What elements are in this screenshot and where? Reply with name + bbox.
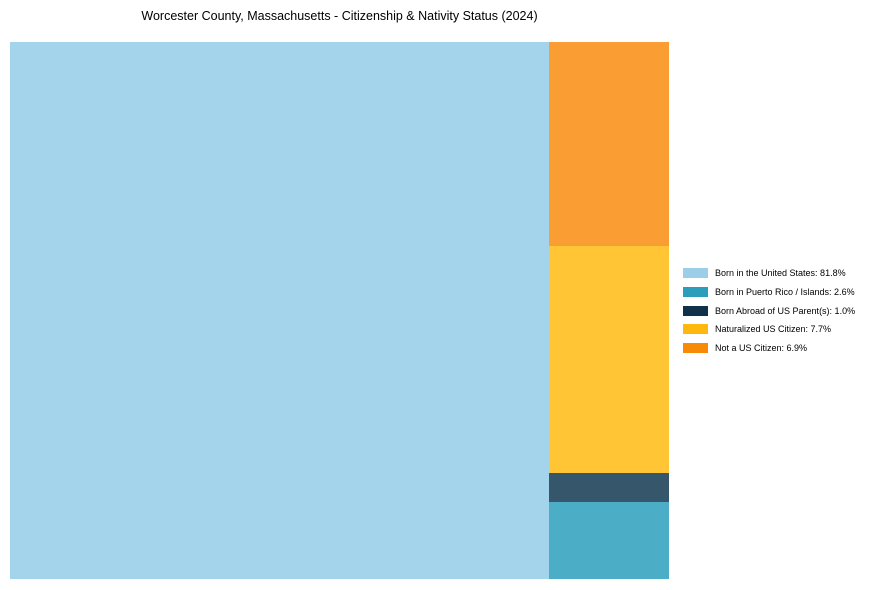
legend-label: Born in the United States: 81.8%: [715, 268, 846, 279]
treemap-block-born-abroad-of-us-parents: [549, 472, 669, 503]
treemap-block-born-in-puerto-rico-islands: [549, 502, 669, 579]
legend-label: Born in Puerto Rico / Islands: 2.6%: [715, 287, 855, 298]
legend-swatch-not-a-us-citizen: [683, 343, 708, 354]
treemap-block-not-a-us-citizen: [549, 42, 669, 246]
legend: Born in the United States: 81.8% Born in…: [683, 264, 855, 357]
treemap-block-naturalized-us-citizen: [549, 245, 669, 473]
legend-item-born-in-puerto-rico-islands: Born in Puerto Rico / Islands: 2.6%: [683, 283, 855, 302]
legend-swatch-born-in-the-united-states: [683, 268, 708, 279]
legend-swatch-naturalized-us-citizen: [683, 324, 708, 335]
treemap-block-born-in-the-united-states: [10, 42, 550, 579]
legend-item-naturalized-us-citizen: Naturalized US Citizen: 7.7%: [683, 320, 855, 339]
legend-label: Born Abroad of US Parent(s): 1.0%: [715, 305, 856, 316]
legend-label: Naturalized US Citizen: 7.7%: [715, 324, 832, 335]
treemap-plot: [10, 42, 669, 579]
legend-swatch-born-abroad-of-us-parents: [683, 305, 708, 316]
legend-item-not-a-us-citizen: Not a US Citizen: 6.9%: [683, 339, 855, 358]
legend-item-born-abroad-of-us-parents: Born Abroad of US Parent(s): 1.0%: [683, 301, 855, 320]
chart-title: Worcester County, Massachusetts - Citize…: [141, 9, 538, 23]
treemap-column: [549, 42, 669, 579]
legend-item-born-in-the-united-states: Born in the United States: 81.8%: [683, 264, 855, 283]
legend-swatch-born-in-puerto-rico-islands: [683, 287, 708, 298]
legend-label: Not a US Citizen: 6.9%: [715, 343, 808, 354]
